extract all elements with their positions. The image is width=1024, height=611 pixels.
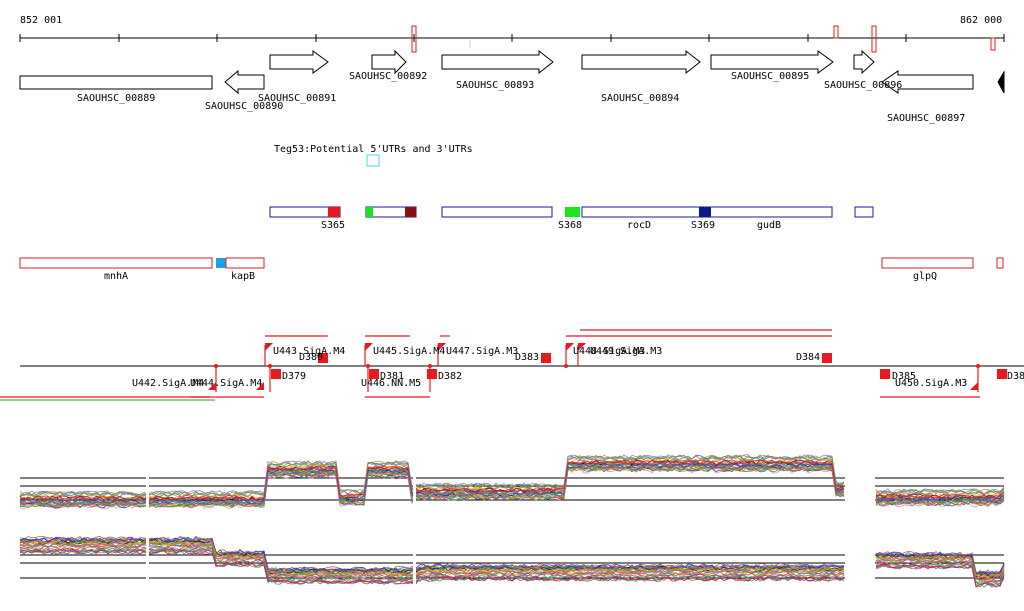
terminator-label: D384 bbox=[796, 352, 820, 363]
expression-trace bbox=[19, 454, 1005, 497]
gene-label: SAOUHSC_00889 bbox=[77, 93, 155, 104]
feature-track: mnhA kapB glpQ bbox=[19, 257, 1004, 282]
expression-panel-bottom bbox=[19, 535, 1005, 589]
promoter-label: U450.SigA.M3 bbox=[895, 378, 967, 389]
ruler-start-label: 852 001 bbox=[20, 15, 62, 26]
gene-label: SAOUHSC_00891 bbox=[258, 93, 336, 104]
expression-trace bbox=[19, 548, 1005, 588]
gene-label: SAOUHSC_00897 bbox=[887, 113, 965, 124]
gene-arrow[interactable] bbox=[224, 69, 265, 95]
promoter-label: U448.SigA.M3 bbox=[573, 346, 645, 357]
gene-label: SAOUHSC_00892 bbox=[349, 71, 427, 82]
promoter-label: U443.SigA.M4 bbox=[273, 346, 345, 357]
gene-track bbox=[19, 49, 1005, 95]
gene-label: SAOUHSC_00894 bbox=[601, 93, 679, 104]
teg53-label: Teg53:Potential 5'UTRs and 3'UTRs bbox=[274, 144, 473, 155]
gene-label: SAOUHSC_00895 bbox=[731, 71, 809, 82]
expression-trace bbox=[19, 548, 1005, 588]
terminator-label: D379 bbox=[282, 371, 306, 382]
expression-trace bbox=[19, 543, 1005, 582]
gene-arrow[interactable] bbox=[881, 70, 974, 94]
gene-arrow[interactable] bbox=[371, 49, 407, 75]
gene-arrow[interactable] bbox=[581, 49, 701, 75]
transcript-track: U442.SigA.M4 U444.SigA.M4 U443.SigA.M4 U… bbox=[0, 329, 1024, 401]
terminator-label: D381 bbox=[380, 371, 404, 382]
feature-label: kapB bbox=[231, 271, 255, 282]
expression-traces bbox=[19, 454, 1005, 510]
promoter-label: U447.SigA.M3 bbox=[446, 346, 518, 357]
promoter-label: U446.NN.M5 bbox=[361, 378, 421, 389]
promoter-label: U444.SigA.M4 bbox=[190, 378, 262, 389]
teg53-box[interactable] bbox=[366, 154, 380, 167]
expression-traces bbox=[19, 535, 1005, 589]
terminator-label: D385 bbox=[892, 371, 916, 382]
operon-track: S365 S368 rocD S369 gudB bbox=[269, 206, 874, 231]
ruler-end-label: 862 000 bbox=[960, 15, 1002, 26]
operon-label: gudB bbox=[757, 220, 781, 231]
promoter-label: U445.SigA.M4 bbox=[373, 346, 445, 357]
gene-arrow[interactable] bbox=[269, 50, 329, 74]
promoter-label: U449.SigA.M3 bbox=[590, 346, 662, 357]
terminator-label: D38 bbox=[1007, 371, 1024, 382]
expression-trace bbox=[19, 459, 1005, 502]
gene-label: SAOUHSC_00890 bbox=[205, 101, 283, 112]
operon-label: S368 bbox=[558, 220, 582, 231]
gene-labels: SAOUHSC_00889 SAOUHSC_00890 SAOUHSC_0089… bbox=[77, 71, 965, 124]
feature-label: glpQ bbox=[913, 271, 937, 282]
expression-trace bbox=[19, 542, 1005, 582]
gene-arrow[interactable] bbox=[19, 75, 213, 90]
coordinate-ruler: 852 001 862 000 bbox=[19, 15, 1005, 53]
terminator-label: D382 bbox=[438, 371, 462, 382]
gene-label: SAOUHSC_00896 bbox=[824, 80, 902, 91]
gene-arrow[interactable] bbox=[710, 50, 834, 74]
terminator-label: D380 bbox=[299, 352, 323, 363]
expression-trace bbox=[19, 540, 1005, 579]
gene-label: SAOUHSC_00893 bbox=[456, 80, 534, 91]
expression-trace bbox=[19, 537, 1005, 575]
expression-trace bbox=[19, 464, 1005, 507]
operon-label: rocD bbox=[627, 220, 651, 231]
gene-arrow[interactable] bbox=[853, 49, 875, 75]
feature-label: mnhA bbox=[104, 271, 128, 282]
promoter-label: U442.SigA.M4 bbox=[132, 378, 204, 389]
operon-label: S369 bbox=[691, 220, 715, 231]
expression-panel-top bbox=[19, 454, 1005, 510]
operon-label: S365 bbox=[321, 220, 345, 231]
gene-arrow[interactable] bbox=[441, 49, 554, 75]
gene-arrow-edge bbox=[997, 70, 1005, 94]
terminator-label: D383 bbox=[515, 352, 539, 363]
